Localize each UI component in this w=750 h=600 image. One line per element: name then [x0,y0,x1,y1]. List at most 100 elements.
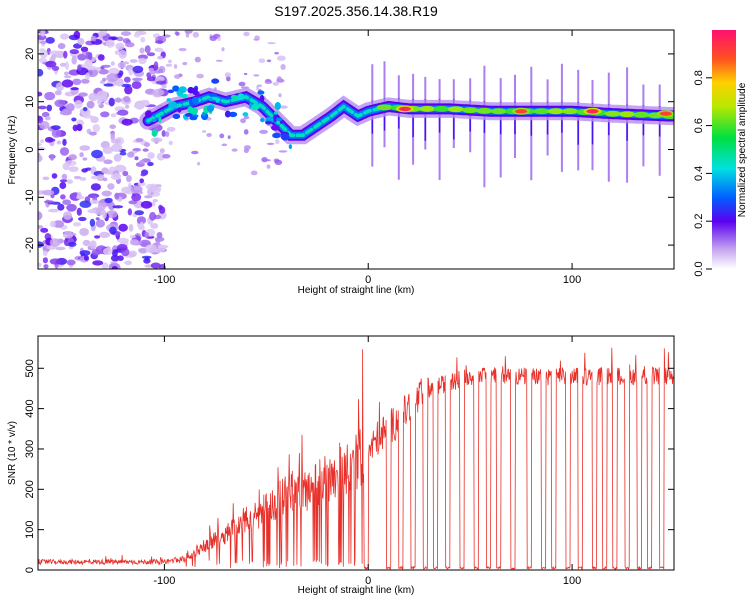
halo-speckle [162,34,171,38]
noise-speckle [69,49,80,55]
ridge-blob [208,93,217,97]
snr-ytick-label: 100 [24,520,36,538]
spectrogram-ytick-label: 20 [24,48,36,60]
noise-speckle [77,54,87,61]
halo-speckle [162,154,171,159]
halo-speckle [224,72,231,78]
noise-speckle [85,51,91,60]
noise-speckle [84,59,93,68]
noise-speckle [102,77,107,82]
snr-frame [37,335,675,571]
noise-speckle [128,224,134,232]
ridge-cell [419,105,436,112]
ridge-blob [265,120,272,125]
noise-speckle [96,90,108,100]
ridge-cell [604,110,621,117]
noise-speckle [112,205,124,209]
noise-speckle [79,250,91,256]
colorbar-label: Normalized spectral amplitude [737,82,748,217]
colorbar-tick-label: 0.6 [693,118,705,133]
colorbar-tick-label: 0.0 [693,261,705,276]
noise-speckle [118,223,128,232]
noise-speckle [140,36,146,43]
noise-speckle [73,175,82,180]
noise-speckle [99,231,111,238]
noise-speckle [71,55,77,65]
ridge-blob [272,132,281,139]
halo-speckle [279,105,288,109]
noise-speckle [135,138,144,142]
ridge-cell [476,107,493,114]
noise-speckle [63,75,72,79]
noise-speckle [38,68,44,77]
noise-speckle [38,154,43,163]
noise-speckle [121,118,133,126]
ridge-blob [288,144,293,150]
halo-speckle [256,85,260,91]
ridge-blob [211,78,220,84]
halo-speckle [184,30,193,34]
noise-speckle [92,124,101,133]
ridge-blob [225,96,230,100]
ridge-blob [191,97,199,104]
noise-speckle [91,175,98,180]
noise-speckle [39,121,50,130]
spectrogram-ytick-label: 10 [24,96,36,108]
noise-speckle [109,124,116,129]
ridge-blob [177,107,182,113]
halo-speckle [272,82,279,86]
halo-speckle [243,115,250,120]
colorbar-tick-label: 0.8 [693,70,705,85]
noise-speckle [59,181,67,190]
noise-speckle [142,148,149,152]
noise-speckle [129,239,139,245]
noise-speckle [127,151,135,158]
noise-speckle [152,199,158,203]
noise-speckle [125,175,132,183]
noise-speckle [38,57,47,63]
noise-speckle [153,61,159,71]
noise-speckle [77,38,85,45]
noise-speckle [61,79,74,88]
colorbar-tick-label: 0.2 [693,214,705,229]
noise-speckle [136,216,146,225]
halo-speckle [243,72,248,76]
noise-speckle [67,241,77,247]
ridge-cell [562,108,578,115]
noise-speckle [49,238,61,247]
noise-speckle [51,129,62,138]
noise-speckle [90,183,101,191]
halo-speckle [278,150,288,153]
noise-speckle [144,142,150,148]
ridge-blob [280,119,284,124]
noise-speckle [44,116,51,121]
halo-speckle [280,64,286,70]
noise-speckle [151,201,156,207]
noise-speckle [127,208,133,216]
noise-speckle [158,204,163,211]
ridge-blob [178,86,187,94]
ridge-blob [242,112,249,117]
noise-speckle [47,138,56,142]
noise-speckle [139,221,144,230]
noise-speckle [161,130,166,137]
noise-speckle [145,244,157,254]
noise-speckle [104,197,113,204]
halo-speckle [165,63,173,67]
snr-ylabel: SNR (10 * v/v) [7,421,18,485]
noise-speckle [105,39,115,48]
noise-speckle [154,47,164,52]
noise-speckle [62,199,71,205]
noise-speckle [139,159,145,165]
noise-speckle [111,143,123,152]
spectrogram-xlabel: Height of straight line (km) [298,285,415,296]
noise-speckle [64,61,70,70]
ridge-blob [228,111,238,118]
ridge-blob [230,94,238,99]
halo-speckle [238,81,246,87]
noise-speckle [139,47,145,54]
halo-speckle [221,47,225,52]
noise-speckle [59,110,72,116]
snr-series-line [38,347,674,570]
noise-speckle [79,200,92,208]
